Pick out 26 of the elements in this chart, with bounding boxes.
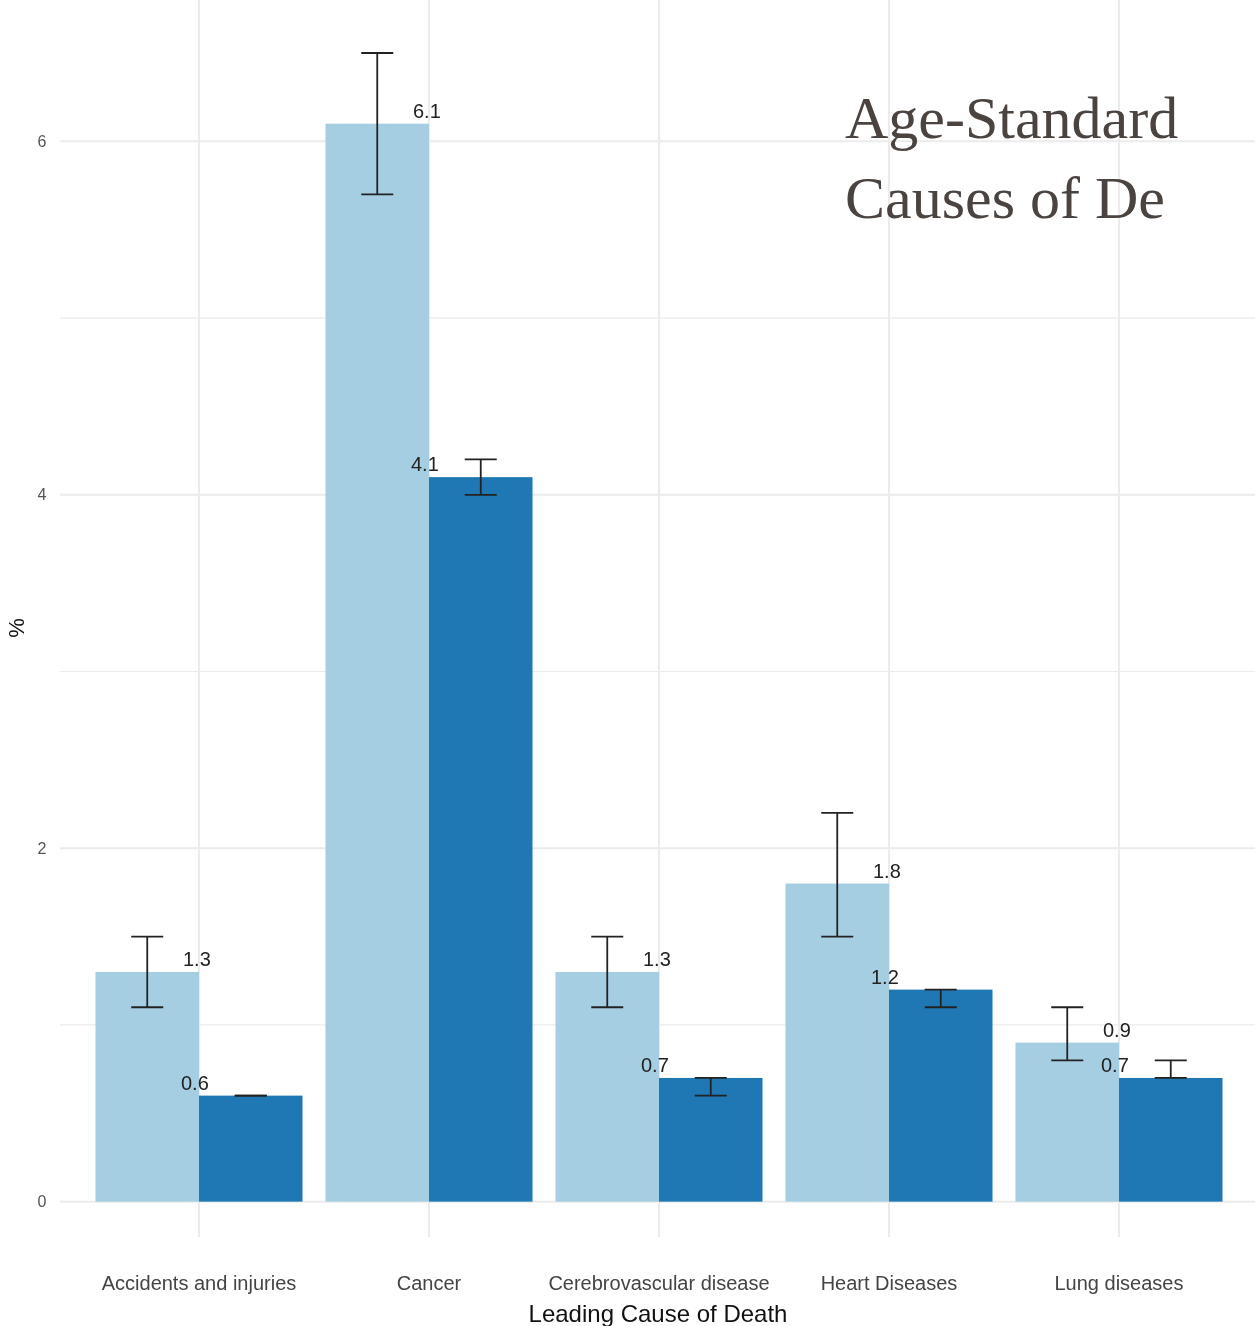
data-label: 0.6 <box>181 1071 209 1094</box>
bar <box>429 477 533 1202</box>
text: Age-Standard Causes of De <box>845 85 1179 231</box>
data-label: 1.8 <box>873 859 901 882</box>
bar <box>889 989 993 1202</box>
y-tick-label: 6 <box>37 132 47 150</box>
x-tick-label: Heart Diseases <box>820 1272 958 1294</box>
y-axis-title: % <box>4 618 29 638</box>
y-tick-label: 4 <box>37 486 47 504</box>
data-label: 4.1 <box>411 453 439 476</box>
bar <box>199 1095 303 1202</box>
data-label: 0.7 <box>1101 1053 1129 1076</box>
bar <box>659 1077 763 1202</box>
data-label: 0.7 <box>641 1053 669 1076</box>
data-label: 1.3 <box>643 947 671 970</box>
x-tick-label: Cerebrovascular disease <box>548 1272 770 1294</box>
data-label: 1.2 <box>871 965 899 988</box>
y-tick-label: 0 <box>37 1193 47 1211</box>
data-label: 6.1 <box>413 99 441 122</box>
x-tick-label: Cancer <box>396 1272 462 1294</box>
bar <box>1119 1077 1223 1202</box>
data-label: 1.3 <box>183 947 211 970</box>
y-tick-label: 2 <box>37 839 47 857</box>
data-label: 0.9 <box>1103 1018 1131 1041</box>
x-tick-label: Lung diseases <box>1054 1272 1184 1294</box>
x-tick-label: Accidents and injuries <box>101 1272 297 1294</box>
